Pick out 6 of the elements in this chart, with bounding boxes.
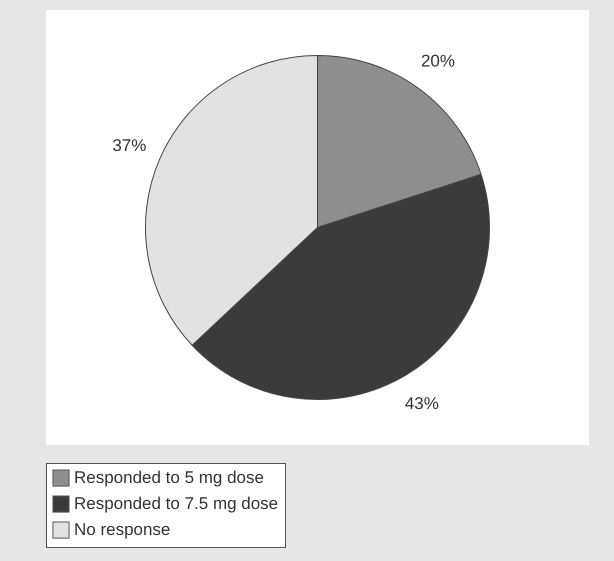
data-label: 43% (404, 394, 439, 413)
legend-label: No response (74, 520, 170, 539)
data-label: 37% (112, 136, 146, 156)
legend-label: Responded to 5 mg dose (74, 468, 264, 487)
data-label: 20% (420, 52, 456, 71)
legend-label: Responded to 7.5 mg dose (74, 494, 278, 513)
